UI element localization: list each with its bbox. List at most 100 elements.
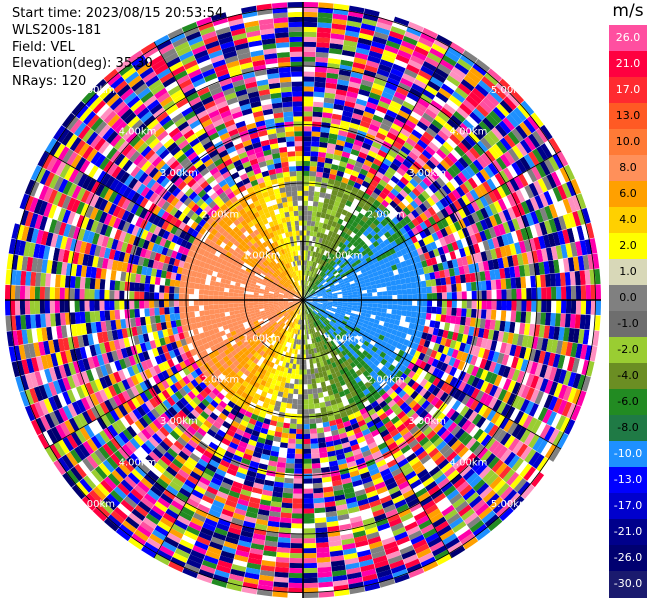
ppi-gate bbox=[308, 308, 312, 313]
ppi-gate bbox=[323, 167, 331, 174]
ppi-gate bbox=[354, 376, 362, 384]
ppi-gate bbox=[342, 293, 348, 296]
ppi-gate bbox=[536, 127, 549, 143]
ppi-gate bbox=[355, 259, 362, 265]
ppi-gate bbox=[370, 314, 376, 320]
ppi-gate bbox=[346, 229, 353, 236]
ppi-gate bbox=[328, 273, 334, 279]
ppi-gate bbox=[383, 113, 396, 123]
ppi-gate bbox=[411, 460, 423, 471]
ppi-gate bbox=[482, 240, 491, 251]
ppi-gate bbox=[376, 183, 385, 192]
ppi-gate bbox=[270, 394, 278, 401]
ppi-gate bbox=[400, 260, 407, 268]
ppi-gate bbox=[321, 122, 331, 129]
ppi-gate bbox=[555, 340, 563, 355]
ppi-gate bbox=[462, 216, 471, 228]
ppi-gate bbox=[244, 410, 253, 418]
ppi-gate bbox=[364, 64, 378, 74]
ppi-gate bbox=[458, 157, 469, 169]
ppi-gate bbox=[344, 35, 359, 43]
ppi-gate bbox=[496, 429, 508, 443]
ppi-gate bbox=[429, 320, 436, 328]
ppi-gate bbox=[469, 66, 484, 80]
ppi-gate bbox=[335, 196, 342, 203]
ppi-gate bbox=[452, 520, 467, 534]
ppi-gate bbox=[392, 295, 398, 300]
ppi-gate bbox=[318, 196, 325, 203]
ppi-gate bbox=[283, 387, 290, 394]
ppi-gate bbox=[280, 437, 289, 444]
ppi-gate bbox=[361, 428, 371, 437]
ppi-gate bbox=[311, 291, 316, 295]
ppi-gate bbox=[359, 184, 368, 193]
ppi-gate bbox=[315, 216, 321, 223]
ppi-gate bbox=[309, 288, 313, 293]
ppi-gate bbox=[334, 314, 340, 318]
ppi-gate bbox=[346, 289, 353, 293]
ppi-gate bbox=[318, 311, 324, 316]
ppi-gate bbox=[195, 508, 209, 518]
ppi-gate bbox=[413, 125, 426, 136]
ppi-gate bbox=[321, 476, 332, 483]
ppi-gate bbox=[349, 76, 362, 85]
ppi-gate bbox=[342, 482, 354, 490]
ppi-gate bbox=[362, 399, 371, 408]
ppi-gate bbox=[539, 424, 551, 439]
ppi-gate bbox=[388, 72, 402, 83]
ppi-gate bbox=[326, 270, 332, 276]
ppi-gate bbox=[461, 194, 471, 206]
ppi-gate bbox=[226, 446, 237, 455]
ppi-gate bbox=[469, 234, 478, 245]
ppi-gate bbox=[539, 221, 548, 236]
ppi-gate bbox=[390, 188, 400, 197]
ppi-gate bbox=[522, 414, 534, 429]
ppi-gate bbox=[451, 332, 459, 341]
ppi-gate bbox=[282, 392, 289, 399]
ppi-gate bbox=[347, 434, 357, 442]
ppi-gate bbox=[562, 355, 571, 371]
ppi-gate bbox=[457, 360, 466, 371]
ppi-gate bbox=[373, 392, 382, 401]
ppi-gate bbox=[395, 454, 406, 464]
ppi-gate bbox=[309, 171, 317, 177]
ppi-gate bbox=[258, 579, 274, 587]
ppi-gate bbox=[423, 209, 432, 219]
ppi-gate bbox=[384, 276, 391, 283]
ppi-gate bbox=[513, 107, 527, 122]
ppi-gate bbox=[507, 164, 518, 178]
ppi-gate bbox=[523, 153, 536, 169]
ppi-gate bbox=[538, 261, 545, 275]
ppi-gate bbox=[332, 18, 347, 26]
ppi-gate bbox=[306, 293, 311, 297]
ppi-gate bbox=[408, 151, 419, 161]
ppi-gate bbox=[334, 98, 346, 106]
ppi-gate bbox=[313, 196, 320, 202]
ppi-gate bbox=[375, 420, 385, 429]
ppi-gate bbox=[309, 338, 313, 345]
ppi-gate bbox=[395, 250, 403, 258]
ppi-gate bbox=[508, 437, 520, 452]
ppi-gate bbox=[408, 456, 420, 467]
ppi-gate bbox=[322, 333, 328, 339]
ppi-gate bbox=[408, 399, 418, 409]
ppi-gate bbox=[370, 504, 384, 513]
ppi-gate bbox=[359, 337, 366, 344]
ppi-gate bbox=[346, 501, 359, 509]
ppi-gate bbox=[485, 339, 493, 350]
ppi-gate bbox=[341, 306, 348, 310]
ppi-gate bbox=[336, 275, 342, 281]
ppi-gate bbox=[267, 520, 280, 528]
ppi-gate bbox=[339, 64, 353, 72]
ppi-gate bbox=[327, 57, 341, 65]
ppi-gate bbox=[461, 282, 467, 292]
ppi-gate bbox=[473, 186, 484, 198]
ppi-gate bbox=[220, 481, 232, 491]
ppi-gate bbox=[312, 251, 316, 257]
ppi-gate bbox=[366, 171, 375, 180]
ppi-gate bbox=[324, 364, 330, 371]
ppi-gate bbox=[406, 264, 414, 272]
ppi-gate bbox=[453, 110, 466, 123]
ppi-gate bbox=[520, 276, 527, 289]
ppi-gate bbox=[558, 384, 568, 400]
